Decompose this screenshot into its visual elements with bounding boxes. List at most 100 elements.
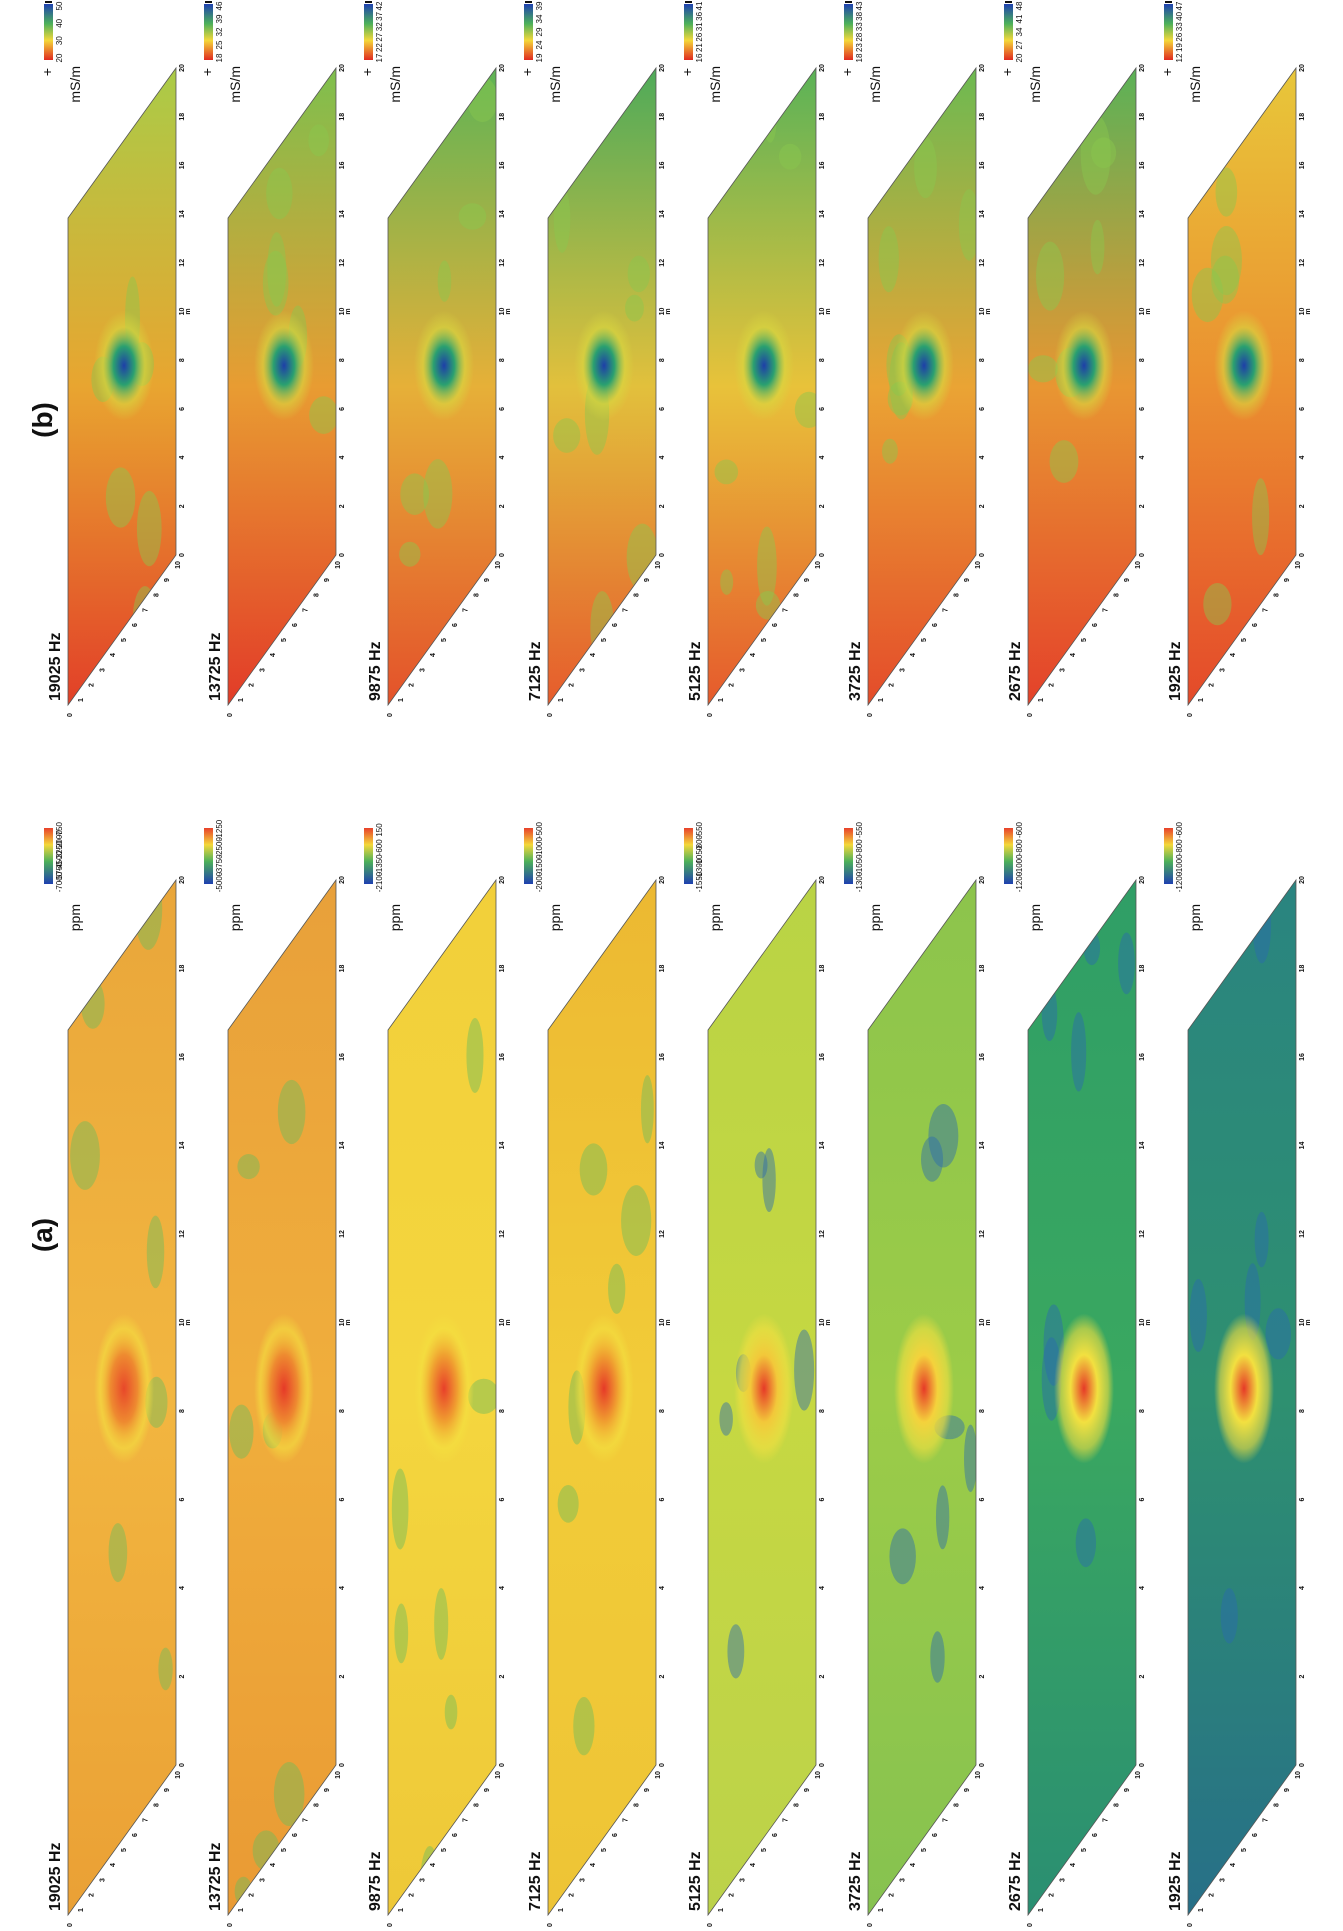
contour-map [867, 66, 977, 707]
axis-tick-label: 20 [979, 64, 986, 72]
axis-tick-label: 6 [292, 1833, 299, 1837]
axis-tick-label: 1 [398, 698, 405, 702]
axis-tick-label: 4 [179, 456, 186, 460]
axis-tick-label: 4 [270, 1863, 277, 1867]
axis-tick-label: 18 [659, 113, 666, 121]
contour-map [227, 66, 337, 707]
colorbar-tick-label: 36 [695, 11, 704, 20]
axis-tick-label: 6 [499, 1497, 506, 1501]
colorbar-plus: + [199, 68, 215, 76]
axis-tick-label: 16 [1139, 161, 1146, 169]
axis-tick-label: 9 [484, 1788, 491, 1792]
axis-tick-label: 5 [281, 1848, 288, 1852]
axis-tick-label: 20 [819, 876, 826, 884]
axis-tick-label: 4 [110, 1863, 117, 1867]
colorbar-tick-label: -600 [1015, 821, 1024, 838]
axis-tick-label: 9 [964, 1788, 971, 1792]
axis-tick-label: 10 [975, 561, 982, 569]
axis-tick-label: 10 [1135, 1771, 1142, 1779]
colorbar-plus: + [839, 68, 855, 76]
axis-tick-label: 2 [569, 1893, 576, 1897]
axis-tick-label: 12 [659, 259, 666, 267]
axis-tick-label: 7 [623, 1818, 630, 1822]
axis-tick-label: 8 [633, 593, 640, 597]
axis-tick-label: 12 [339, 1230, 346, 1238]
axis-tick-label: 18 [1139, 113, 1146, 121]
colorbar-tick-label: -800 [1015, 839, 1024, 856]
axis-tick-label: 12 [179, 259, 186, 267]
axis-tick-label: 9 [644, 1788, 651, 1792]
axis-tick-label: 2 [89, 1893, 96, 1897]
colorbar-minus [365, 1, 372, 3]
axis-tick-label: 10 [655, 1771, 662, 1779]
colorbar-minus [845, 1, 852, 3]
axis-tick-label: 6 [1299, 407, 1306, 411]
axis-tick-label: 1 [558, 1908, 565, 1912]
axis-tick-label: 16 [339, 1053, 346, 1061]
axis-tick-label: 20 [659, 876, 666, 884]
colorbar-tick-label: -7000 [55, 871, 64, 892]
axis-tick-label: 4 [910, 653, 917, 657]
axis-tick-label: 14 [659, 210, 666, 218]
axis-tick-label: 1 [1198, 1908, 1205, 1912]
axis-tick-label: 9 [324, 1788, 331, 1792]
frequency-label: 19025 Hz [47, 633, 64, 702]
axis-tick-label: 18 [339, 965, 346, 973]
axis-tick-label: 2 [1299, 504, 1306, 508]
axis-tick-label: 6 [932, 1833, 939, 1837]
axis-tick-label: 8 [1273, 593, 1280, 597]
colorbar-tick-label: 19 [535, 53, 544, 62]
axis-tick-label: 2 [1139, 504, 1146, 508]
axis-tick-label: 3 [739, 668, 746, 672]
axis-tick-label: 5 [761, 1848, 768, 1852]
axis-tick-label: 12 [979, 259, 986, 267]
axis-tick-label: 10 [659, 1319, 666, 1327]
axis-tick-label: 4 [499, 456, 506, 460]
axis-unit: m [1305, 308, 1312, 314]
colorbar-unit: mS/m [1187, 66, 1203, 103]
axis-tick-label: 4 [1139, 1586, 1146, 1590]
axis-tick-label: 6 [932, 623, 939, 627]
colorbar [204, 4, 213, 60]
colorbar-unit: ppm [707, 904, 723, 931]
frequency-label: 13725 Hz [207, 1843, 224, 1912]
colorbar-unit: mS/m [227, 66, 243, 103]
axis-tick-label: 8 [1139, 358, 1146, 362]
colorbar [1164, 828, 1173, 884]
colorbar-tick-label: -1500 [535, 854, 544, 875]
frequency-label: 9875 Hz [367, 1851, 384, 1911]
axis-tick-label: 9 [164, 1788, 171, 1792]
axis-tick-label: 10 [815, 561, 822, 569]
axis-tick-label: 3 [899, 1878, 906, 1882]
axis-tick-label: 10 [1135, 561, 1142, 569]
colorbar-tick-label: 18 [855, 53, 864, 62]
axis-tick-label: 16 [499, 161, 506, 169]
colorbar-tick-label: 21 [695, 43, 704, 52]
axis-tick-label: 4 [910, 1863, 917, 1867]
frequency-label: 7125 Hz [527, 1851, 544, 1911]
axis-tick-label: 6 [772, 1833, 779, 1837]
colorbar-unit: mS/m [547, 66, 563, 103]
axis-tick-label: 9 [1284, 578, 1291, 582]
axis-tick-label: 8 [499, 358, 506, 362]
frequency-label: 3725 Hz [847, 1851, 864, 1911]
colorbar-tick-label: 39 [215, 14, 224, 23]
axis-tick-label: 3 [1219, 1878, 1226, 1882]
colorbar-tick-label: -550 [695, 821, 704, 838]
colorbar-tick-label: -550 [855, 821, 864, 838]
axis-tick-label: 7 [1103, 608, 1110, 612]
axis-tick-label: 7 [623, 608, 630, 612]
colorbar-tick-label: -1000 [1015, 854, 1024, 875]
colorbar-minus [525, 1, 532, 3]
axis-tick-label: 20 [339, 64, 346, 72]
axis-tick-label: 10 [1139, 308, 1146, 316]
axis-tick-label: 10 [819, 308, 826, 316]
axis-tick-label: 4 [1139, 456, 1146, 460]
axis-tick-label: 2 [1049, 683, 1056, 687]
axis-tick-label: 6 [179, 1497, 186, 1501]
axis-tick-label: 4 [979, 456, 986, 460]
axis-tick-label: 6 [1252, 623, 1259, 627]
axis-tick-label: 18 [179, 965, 186, 973]
axis-tick-label: 10 [339, 1319, 346, 1327]
axis-tick-label: 14 [819, 1142, 826, 1150]
